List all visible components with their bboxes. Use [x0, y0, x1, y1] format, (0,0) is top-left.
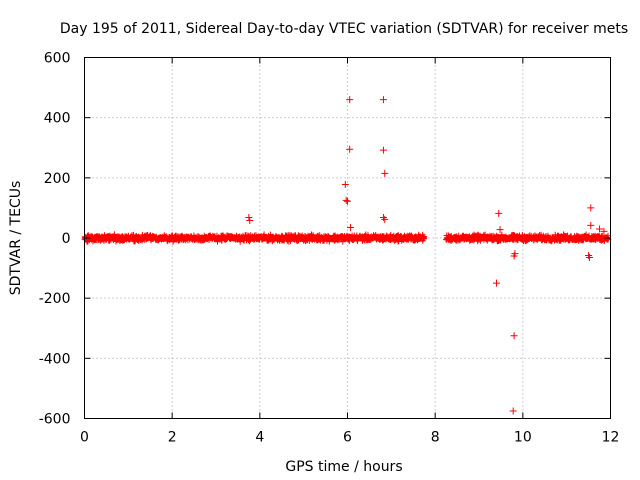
y-tick-label: 200 — [44, 171, 71, 187]
y-tick-label: -200 — [39, 291, 71, 307]
data-points — [81, 96, 612, 415]
data-point — [346, 145, 354, 153]
x-tick-label: 10 — [514, 430, 532, 446]
x-tick-label: 4 — [255, 430, 264, 446]
data-point — [585, 254, 593, 262]
data-point — [509, 407, 517, 415]
data-point — [245, 214, 253, 222]
chart-title: Day 195 of 2011, Sidereal Day-to-day VTE… — [60, 21, 628, 37]
y-tick-label: -600 — [39, 412, 71, 428]
x-tick-label: 6 — [343, 430, 352, 446]
dense-data-band — [443, 231, 612, 245]
y-tick-label: 600 — [44, 51, 71, 67]
data-point — [587, 221, 595, 229]
data-point — [344, 197, 351, 205]
data-point — [381, 169, 389, 177]
x-tick-label: 0 — [80, 430, 89, 446]
x-tick-label: 2 — [168, 430, 177, 446]
data-point — [346, 96, 354, 104]
data-point — [495, 209, 503, 217]
data-point — [600, 227, 608, 235]
data-point — [596, 225, 604, 233]
data-point — [246, 217, 254, 225]
data-point — [496, 226, 504, 234]
data-point — [379, 214, 387, 222]
y-tick-label: 400 — [44, 111, 71, 127]
data-point — [511, 250, 519, 258]
data-point — [381, 215, 389, 223]
y-tick-label: -400 — [39, 351, 71, 367]
y-axis-label: SDTVAR / TECUs — [8, 181, 24, 296]
x-tick-label: 12 — [602, 430, 620, 446]
x-axis-label: GPS time / hours — [285, 459, 402, 475]
x-tick-label: 8 — [431, 430, 440, 446]
data-point — [587, 204, 595, 212]
data-point — [493, 279, 501, 287]
data-point — [379, 146, 387, 154]
data-point — [510, 332, 518, 340]
data-point — [379, 96, 387, 104]
data-point — [342, 196, 350, 204]
data-point — [341, 180, 349, 188]
axes: 0 2 4 6 8 10 12 -600 -400 -200 0 200 400 600 — [39, 51, 620, 446]
data-point — [347, 223, 355, 231]
y-tick-label: 0 — [62, 231, 71, 247]
